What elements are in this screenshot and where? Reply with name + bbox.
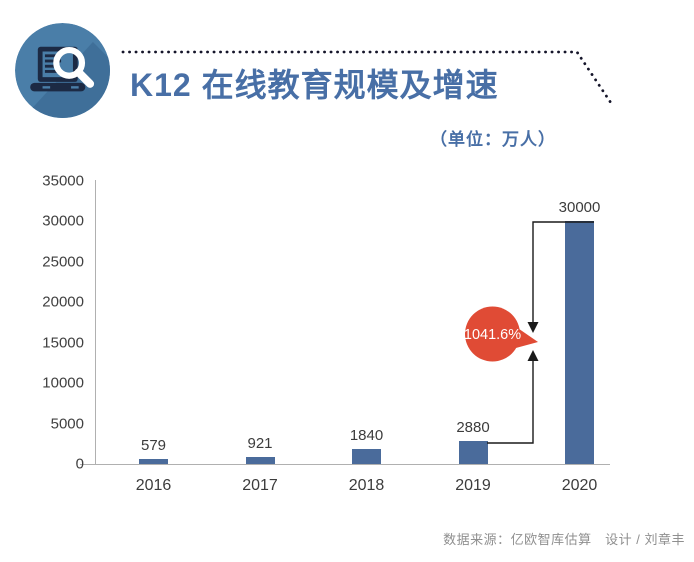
- bar-2018: [352, 449, 381, 464]
- y-tick-label: 20000: [42, 293, 84, 311]
- bar-value-label: 579: [140, 437, 167, 455]
- x-tick-label: 2016: [135, 477, 172, 494]
- y-tick-label: 10000: [42, 374, 84, 392]
- data-source-label: 数据来源：亿欧智库估算: [443, 532, 592, 547]
- y-tick-label: 0: [75, 455, 84, 473]
- bar-2019: [458, 440, 488, 464]
- bar-2020: [565, 221, 594, 464]
- bar-2017: [245, 456, 275, 464]
- x-tick-label: 2020: [561, 477, 598, 494]
- magnifier-lens: [53, 46, 86, 79]
- y-tick-label: 35000: [42, 172, 84, 190]
- x-tick-label: 2017: [242, 477, 278, 494]
- magnifier-handle: [74, 68, 95, 88]
- source-credit: 数据来源：亿欧智库估算 设计 / 刘章丰: [443, 529, 685, 548]
- designer-label: 设计 / 刘章丰: [605, 532, 685, 547]
- y-tick-label: 30000: [42, 212, 84, 230]
- y-tick-label: 25000: [42, 253, 84, 271]
- bar-value-label: 921: [247, 434, 273, 452]
- bar-2016: [139, 459, 168, 464]
- unit-label: （单位：万人）: [430, 130, 556, 149]
- bar-value-label: 30000: [558, 199, 601, 217]
- page-title: K12 在线教育规模及增速: [130, 67, 499, 103]
- laptop-base: [30, 82, 86, 92]
- y-axis-line: [95, 180, 96, 464]
- laptop-magnifier-icon: [15, 23, 110, 118]
- bar-value-label: 1840: [349, 427, 384, 445]
- x-tick-label: 2019: [455, 477, 491, 494]
- x-tick-label: 2018: [348, 477, 385, 494]
- bar-value-label: 2880: [456, 418, 490, 436]
- y-tick-label: 5000: [50, 415, 84, 433]
- y-tick-label: 15000: [42, 334, 84, 352]
- x-axis-line: [80, 464, 610, 465]
